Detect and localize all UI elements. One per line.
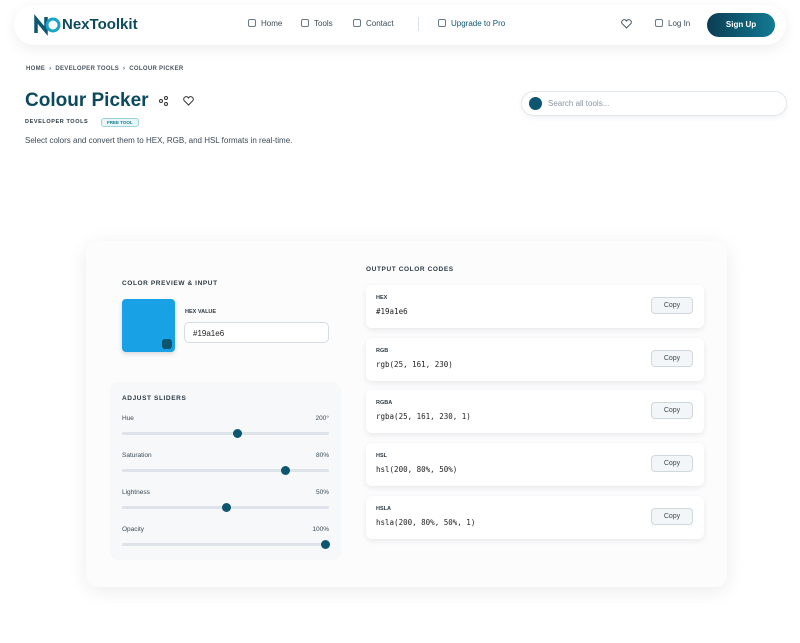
signup-button[interactable]: Sign Up xyxy=(707,13,775,37)
logo[interactable]: NexToolkit xyxy=(62,16,138,33)
divider xyxy=(418,17,419,31)
output-label: HSLA xyxy=(376,505,391,512)
crumb[interactable]: HOME xyxy=(26,66,46,72)
nav-label: Tools xyxy=(314,19,333,28)
crumb[interactable]: DEVELOPER TOOLS xyxy=(55,66,120,72)
nav-label: Home xyxy=(261,19,283,28)
logo-icon xyxy=(34,14,61,36)
output-code: #19a1e6 xyxy=(376,307,408,316)
nav-label: Log In xyxy=(668,19,691,28)
output-code: rgba(25, 161, 230, 1) xyxy=(376,412,471,422)
slider-label: Hue xyxy=(122,415,134,422)
slider-value: 100% xyxy=(312,526,329,533)
badge: FREE TOOL xyxy=(101,118,139,127)
nav-tools[interactable]: Tools xyxy=(301,19,333,28)
output-card: RGB rgb(25, 161, 230) Copy xyxy=(366,337,704,381)
section-heading: OUTPUT COLOR CODES xyxy=(366,266,454,273)
slider-track[interactable] xyxy=(122,469,329,472)
search-icon xyxy=(529,97,542,110)
slider-thumb[interactable] xyxy=(320,540,330,549)
nav-label: Contact xyxy=(366,19,394,28)
copy-button[interactable]: Copy xyxy=(651,297,693,314)
slider-label: Saturation xyxy=(122,452,152,459)
title-actions[interactable] xyxy=(158,95,198,107)
slider-thumb[interactable] xyxy=(221,503,231,512)
favorite-icon[interactable] xyxy=(621,19,632,29)
login[interactable]: Log In xyxy=(655,19,690,28)
upgrade-link[interactable]: Upgrade to Pro xyxy=(438,19,505,28)
copy-button[interactable]: Copy xyxy=(651,507,693,525)
crumb: COLOUR PICKER xyxy=(129,66,184,72)
output-card: RGBA rgba(25, 161, 230, 1) Copy xyxy=(366,390,704,434)
output-code: hsla(200, 80%, 50%, 1) xyxy=(376,517,476,527)
picker-icon[interactable] xyxy=(162,339,172,349)
category: DEVELOPER TOOLS xyxy=(25,119,89,125)
nav-label: Upgrade to Pro xyxy=(451,19,506,28)
output-label: HEX xyxy=(376,295,388,301)
description: Select colors and convert them to HEX, R… xyxy=(25,136,293,145)
slider-track[interactable] xyxy=(122,432,329,435)
output-card: HEX #19a1e6 Copy xyxy=(366,285,704,328)
copy-button[interactable]: Copy xyxy=(651,349,693,367)
section-heading: COLOR PREVIEW & INPUT xyxy=(122,280,218,287)
slider-label: Opacity xyxy=(122,526,145,533)
nav-contact[interactable]: Contact xyxy=(353,19,394,28)
copy-button[interactable]: Copy xyxy=(651,402,693,420)
slider-value: 80% xyxy=(315,452,329,459)
slider-value: 200° xyxy=(315,415,329,422)
color-swatch[interactable] xyxy=(122,299,175,352)
slider-thumb[interactable] xyxy=(232,429,242,438)
slider-box: ADJUST SLIDERS Hue 200° Saturation 80% Light… xyxy=(110,382,341,560)
search-placeholder: Search all tools... xyxy=(548,99,610,108)
output-card: HSLA hsla(200, 80%, 50%, 1) Copy xyxy=(366,495,704,539)
output-label: RGB xyxy=(376,347,389,354)
slider-label: Lightness xyxy=(122,489,150,496)
section-heading: ADJUST SLIDERS xyxy=(122,395,187,402)
slider-value: 50% xyxy=(315,489,329,496)
slider-track[interactable] xyxy=(122,543,329,546)
header xyxy=(14,5,786,45)
field-label: HEX VALUE xyxy=(185,309,217,315)
slider-thumb[interactable] xyxy=(280,466,290,475)
output-code: hsl(200, 80%, 50%) xyxy=(376,465,458,475)
copy-button[interactable]: Copy xyxy=(651,455,693,473)
hex-input[interactable]: #19a1e6 xyxy=(184,322,329,343)
breadcrumb: HOME › DEVELOPER TOOLS › COLOUR PICKER xyxy=(26,66,184,72)
output-card: HSL hsl(200, 80%, 50%) Copy xyxy=(366,443,704,487)
page-title: Colour Picker xyxy=(25,90,149,111)
output-code: rgb(25, 161, 230) xyxy=(376,359,453,369)
search-box[interactable]: Search all tools... xyxy=(521,91,787,116)
output-label: RGBA xyxy=(376,400,393,407)
nav-home[interactable]: Home xyxy=(248,19,282,28)
output-label: HSL xyxy=(376,453,387,460)
